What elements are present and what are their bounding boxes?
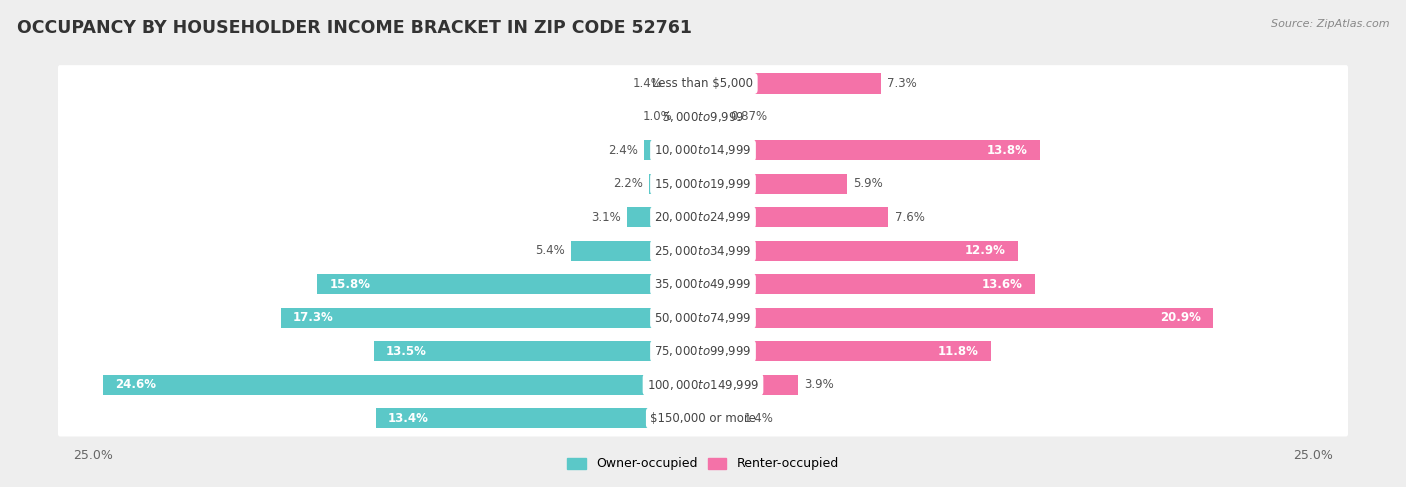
Bar [650,174,703,194]
Bar [103,375,703,394]
Text: 7.3%: 7.3% [887,77,917,90]
Text: 13.4%: 13.4% [388,412,429,425]
FancyBboxPatch shape [58,300,1348,336]
Text: $50,000 to $74,999: $50,000 to $74,999 [654,311,752,325]
FancyBboxPatch shape [58,400,1348,436]
Bar [703,207,889,227]
Bar [375,408,703,428]
Bar [703,341,991,361]
Text: $20,000 to $24,999: $20,000 to $24,999 [654,210,752,225]
Text: 2.2%: 2.2% [613,177,643,190]
Text: $25,000 to $34,999: $25,000 to $34,999 [654,244,752,258]
FancyBboxPatch shape [58,266,1348,302]
Text: 1.4%: 1.4% [633,77,662,90]
Text: $100,000 to $149,999: $100,000 to $149,999 [647,377,759,392]
Text: $75,000 to $99,999: $75,000 to $99,999 [654,344,752,358]
Text: OCCUPANCY BY HOUSEHOLDER INCOME BRACKET IN ZIP CODE 52761: OCCUPANCY BY HOUSEHOLDER INCOME BRACKET … [17,19,692,37]
Bar [281,308,703,328]
Bar [703,107,724,127]
Text: $5,000 to $9,999: $5,000 to $9,999 [662,110,744,124]
Legend: Owner-occupied, Renter-occupied: Owner-occupied, Renter-occupied [562,452,844,475]
Bar [679,107,703,127]
Bar [703,408,737,428]
Text: 15.8%: 15.8% [329,278,371,291]
Bar [703,140,1040,161]
FancyBboxPatch shape [58,65,1348,102]
Text: $10,000 to $14,999: $10,000 to $14,999 [654,144,752,157]
FancyBboxPatch shape [58,366,1348,403]
Bar [571,241,703,261]
Bar [703,241,1018,261]
Bar [703,274,1035,294]
Text: 5.9%: 5.9% [853,177,883,190]
Text: 1.0%: 1.0% [643,111,672,124]
Text: $15,000 to $19,999: $15,000 to $19,999 [654,177,752,191]
Bar [374,341,703,361]
Text: 12.9%: 12.9% [965,244,1005,257]
Bar [318,274,703,294]
FancyBboxPatch shape [58,98,1348,135]
FancyBboxPatch shape [58,232,1348,269]
Text: 11.8%: 11.8% [938,345,979,357]
Text: 3.1%: 3.1% [592,211,621,224]
Text: 5.4%: 5.4% [536,244,565,257]
Bar [703,74,882,94]
Text: 20.9%: 20.9% [1160,311,1201,324]
Text: 7.6%: 7.6% [894,211,925,224]
Text: $35,000 to $49,999: $35,000 to $49,999 [654,277,752,291]
Bar [669,74,703,94]
Text: 13.6%: 13.6% [981,278,1022,291]
Bar [627,207,703,227]
FancyBboxPatch shape [58,166,1348,202]
Bar [703,308,1213,328]
Text: 2.4%: 2.4% [609,144,638,157]
Bar [644,140,703,161]
FancyBboxPatch shape [58,132,1348,169]
Text: 0.87%: 0.87% [730,111,768,124]
FancyBboxPatch shape [58,199,1348,236]
Text: Less than $5,000: Less than $5,000 [652,77,754,90]
Text: 24.6%: 24.6% [115,378,156,391]
Text: 3.9%: 3.9% [804,378,834,391]
Text: 13.8%: 13.8% [987,144,1028,157]
Bar [703,375,799,394]
Text: 17.3%: 17.3% [292,311,333,324]
Text: 1.4%: 1.4% [744,412,773,425]
FancyBboxPatch shape [58,333,1348,370]
Text: 13.5%: 13.5% [385,345,426,357]
Bar [703,174,846,194]
Text: $150,000 or more: $150,000 or more [650,412,756,425]
Text: Source: ZipAtlas.com: Source: ZipAtlas.com [1271,19,1389,30]
